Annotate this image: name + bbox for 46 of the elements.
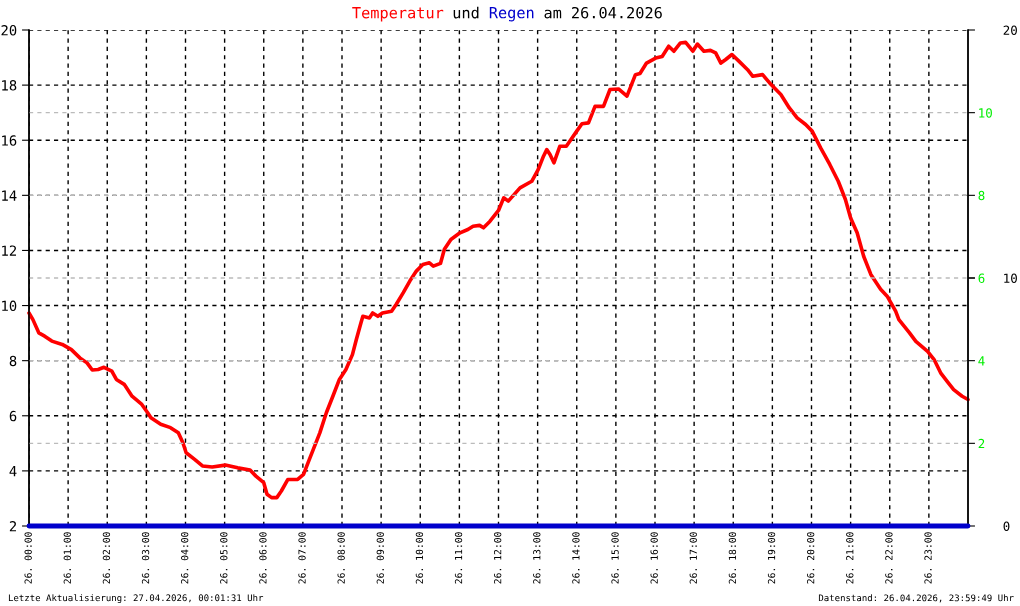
x-tick-label: 26. 17:00 <box>689 532 697 584</box>
y-tick-label: 10 <box>2 300 17 312</box>
x-tick-label: 26. 15:00 <box>611 532 619 584</box>
x-tick-label: 26. 13:00 <box>533 532 541 584</box>
x-tick-label: 26. 18:00 <box>728 532 737 584</box>
y-tick-label: 4 <box>9 466 17 477</box>
x-tick-label: 26. 21:00 <box>846 532 854 584</box>
y2-tick-label: 10 <box>979 108 992 118</box>
y-tick-label: 18 <box>2 80 17 91</box>
y-tick-label: 16 <box>2 135 17 146</box>
y2-tick-label: 4 <box>978 356 985 366</box>
x-tick-label: 26. 22:00 <box>885 532 893 584</box>
text: Datenstand: 26.04.2026, 23:59:49 Uhr <box>818 594 1014 603</box>
chart-title: Temperatur und Regen am 26.04.2026 <box>352 6 662 22</box>
x-tick-label: 26. 05:00 <box>220 532 228 584</box>
x-tick-label: 26. 12:00 <box>493 532 502 584</box>
line-series <box>27 40 970 500</box>
x-tick-label: 26. 01:00 <box>63 532 71 584</box>
y-tick-label: 12 <box>2 245 17 256</box>
y-tick-label: 2 <box>9 521 17 532</box>
x-tick-label: 26. 14:00 <box>572 532 580 584</box>
x-tick-label: 26. 07:00 <box>298 532 306 584</box>
x-tick-label: 26. 02:00 <box>102 532 111 584</box>
x-tick-label: 26. 16:00 <box>650 532 658 584</box>
x-tick-label: 26. 03:00 <box>141 532 150 584</box>
x-tick-label: 26. 06:00 <box>259 532 267 584</box>
x-tick-label: 26. 00:00 <box>24 532 32 584</box>
x-tick-label: 26. 10:00 <box>415 532 424 584</box>
x-tick-label: 26. 19:00 <box>767 532 776 584</box>
y2-tick-label: 8 <box>978 190 985 201</box>
y-tick-label: 8 <box>9 355 17 367</box>
x-tick-label: 26. 11:00 <box>454 532 463 584</box>
y2-tick-label: 6 <box>978 273 985 283</box>
y-tick-label: 14 <box>2 190 17 201</box>
y3-tick-label: 0 <box>1003 521 1010 531</box>
x-tick-label: 26. 04:00 <box>180 532 189 584</box>
x-tick-label: 26. 23:00 <box>924 532 932 584</box>
x-tick-label: 26. 09:00 <box>376 532 384 584</box>
text: Letzte Aktualisierung: 27.04.2026, 00:01:31 Uhr <box>8 594 264 603</box>
y3-tick-label: 10 <box>1004 273 1017 283</box>
y3-tick-label: 20 <box>1003 25 1017 35</box>
x-tick-label: 26. 20:00 <box>806 532 815 584</box>
y-tick-label: 20 <box>1 25 17 36</box>
y2-tick-label: 2 <box>978 438 985 449</box>
x-tick-label: 26. 08:00 <box>337 532 345 584</box>
y-tick-label: 6 <box>9 410 17 422</box>
